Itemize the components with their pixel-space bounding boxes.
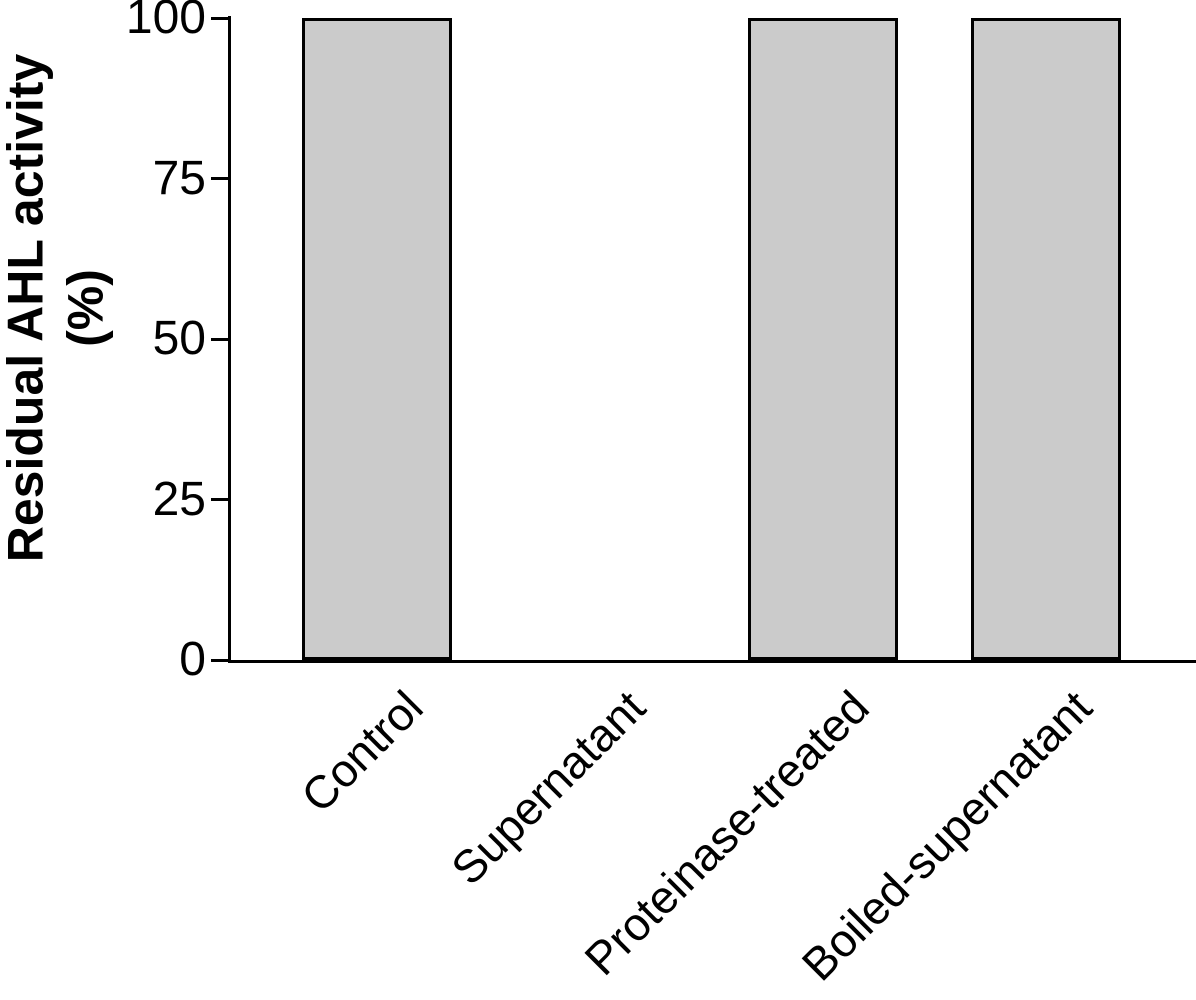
y-tick-50 (211, 337, 229, 341)
y-tick-75 (211, 177, 229, 180)
y-tick-label-0: 0 (179, 633, 206, 686)
bar-proteinase-treated (748, 18, 898, 660)
bar-boiled-supernatant (971, 18, 1121, 660)
y-tick-label-100: 100 (125, 0, 206, 44)
x-axis-label-control: Control (290, 680, 433, 823)
bar-control (302, 18, 452, 660)
x-axis-label-supernatant: Supernatant (441, 680, 656, 895)
y-tick-label-50: 50 (152, 312, 206, 365)
y-tick-label-75: 75 (152, 151, 206, 205)
y-tick-25 (211, 498, 229, 501)
x-axis-line (228, 660, 1196, 663)
y-tick-label-25: 25 (152, 472, 206, 526)
y-tick-0 (211, 658, 229, 662)
y-axis-line (228, 16, 231, 663)
y-tick-100 (211, 16, 229, 20)
